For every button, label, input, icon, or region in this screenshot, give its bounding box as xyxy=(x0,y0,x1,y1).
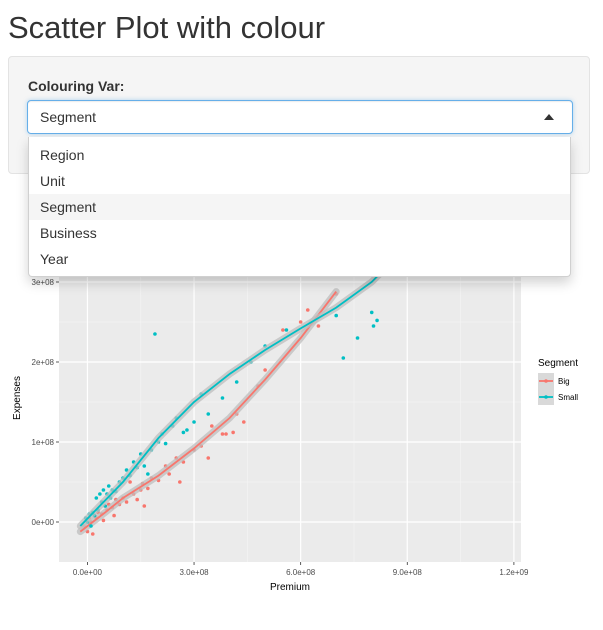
page-title: Scatter Plot with colour xyxy=(8,10,326,45)
point-small xyxy=(220,396,225,400)
point-small xyxy=(101,488,106,492)
x-tick-label: 3.0e+08 xyxy=(179,568,209,577)
option-segment[interactable]: Segment xyxy=(29,194,570,220)
x-tick-label: 6.0e+08 xyxy=(286,568,316,577)
point-small xyxy=(185,428,189,432)
x-tick-label: 1.2e+09 xyxy=(499,568,529,577)
point-big xyxy=(142,504,147,508)
option-business[interactable]: Business xyxy=(40,225,97,241)
point-small xyxy=(181,430,186,435)
point-big xyxy=(101,518,106,523)
point-big xyxy=(128,480,132,484)
option-year[interactable]: Year xyxy=(40,251,69,267)
y-tick-label: 0e+00 xyxy=(32,518,55,527)
point-small xyxy=(163,441,168,446)
point-small xyxy=(375,318,379,323)
legend-label-big: Big xyxy=(558,377,570,386)
point-big xyxy=(224,432,228,436)
point-big xyxy=(298,320,303,324)
legend: Big Small xyxy=(538,373,578,405)
point-small xyxy=(369,310,374,315)
colouring-var-select[interactable]: Segment xyxy=(27,100,573,134)
point-small xyxy=(153,332,157,336)
point-small xyxy=(355,336,360,340)
point-small xyxy=(124,468,129,472)
point-big xyxy=(135,497,139,502)
y-tick-label: 3e+08 xyxy=(32,278,55,287)
point-big xyxy=(263,368,267,372)
x-tick-label: 0.0e+00 xyxy=(73,568,103,577)
option-region[interactable]: Region xyxy=(40,147,85,163)
plot-panel xyxy=(59,266,521,562)
fit-line-big xyxy=(79,291,337,533)
point-big xyxy=(220,432,225,436)
legend-key-point-small xyxy=(544,395,548,399)
caret-up-icon xyxy=(544,114,554,120)
point-small xyxy=(334,313,339,318)
point-big xyxy=(178,480,182,484)
point-small xyxy=(284,328,289,332)
legend-key-point-big xyxy=(544,379,548,383)
point-big xyxy=(281,328,285,332)
point-small xyxy=(89,524,93,528)
x-tick-label: 9.0e+08 xyxy=(393,568,423,577)
point-big xyxy=(146,486,150,491)
point-big xyxy=(316,324,321,328)
legend-title: Segment xyxy=(538,358,578,369)
point-small xyxy=(341,356,346,360)
x-axis-title: Premium xyxy=(270,582,310,593)
point-big xyxy=(210,424,214,428)
point-big xyxy=(90,532,95,536)
legend-label-small: Small xyxy=(558,393,578,402)
colouring-var-dropdown: Region Unit Segment Business Year xyxy=(28,137,571,277)
point-big xyxy=(242,420,246,424)
point-small xyxy=(106,484,111,488)
point-small xyxy=(371,324,376,328)
point-small xyxy=(234,380,239,384)
point-small xyxy=(206,412,211,416)
point-big xyxy=(231,430,235,435)
point-big xyxy=(167,472,171,476)
y-axis-title: Expenses xyxy=(12,376,23,420)
point-small xyxy=(192,420,196,424)
select-current-value: Segment xyxy=(40,109,97,125)
point-big xyxy=(305,308,310,312)
y-tick-label: 2e+08 xyxy=(32,358,55,367)
option-unit[interactable]: Unit xyxy=(40,173,65,189)
colouring-var-label: Colouring Var: xyxy=(28,78,125,94)
y-tick-label: 1e+08 xyxy=(32,438,55,447)
point-small xyxy=(94,496,99,500)
point-small xyxy=(142,464,147,468)
point-small xyxy=(146,472,150,476)
point-small xyxy=(98,492,102,496)
point-big xyxy=(124,500,129,504)
point-big xyxy=(112,513,116,518)
point-big xyxy=(206,456,211,460)
